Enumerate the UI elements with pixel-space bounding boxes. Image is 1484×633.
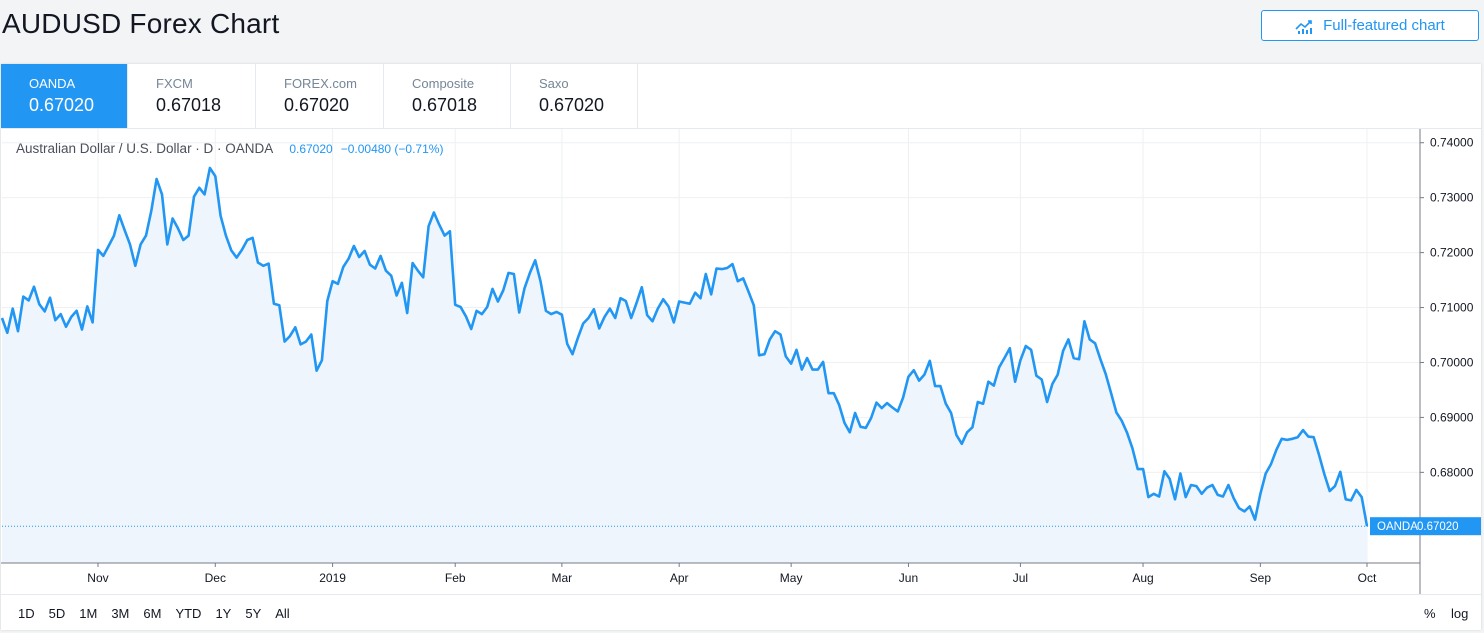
y-tick-label: 0.74000 [1430,136,1474,150]
tab-value: 0.67020 [284,95,350,115]
x-tick-label: Nov [87,571,108,585]
x-tick-label: Apr [670,571,689,585]
tab-value: 0.67020 [539,95,605,115]
full-featured-chart-label: Full-featured chart [1323,17,1445,34]
x-tick-label: Oct [1358,571,1377,585]
range-button-5y[interactable]: 5Y [245,606,262,621]
date-range-buttons: 1D 5D 1M 3M 6M YTD 1Y 5Y All [18,606,304,621]
tab-value: 0.67020 [29,95,95,115]
last-price-value-label: 0.67020 [1417,521,1459,533]
tab-forex-com[interactable]: FOREX.com 0.67020 [256,64,384,128]
range-button-ytd[interactable]: YTD [175,606,202,621]
x-tick-label: 2019 [319,571,346,585]
y-tick-label: 0.68000 [1430,465,1474,479]
tab-label: Saxo [539,76,569,91]
tab-composite[interactable]: Composite 0.67018 [384,64,511,128]
x-tick-label: Aug [1132,571,1153,585]
page-title: AUDUSD Forex Chart [2,8,280,39]
chart-widget: OANDA 0.67020 FXCM 0.67018 FOREX.com 0.6… [1,64,1481,630]
exchange-tabs: OANDA 0.67020 FXCM 0.67018 FOREX.com 0.6… [1,64,638,128]
range-button-1m[interactable]: 1M [79,606,98,621]
legend-change: −0.00480 (−0.71%) [340,142,444,156]
range-button-1y[interactable]: 1Y [215,606,232,621]
y-tick-label: 0.73000 [1430,191,1474,205]
tabs-divider [1,128,1481,129]
x-tick-label: May [780,571,803,585]
range-button-5d[interactable]: 5D [48,606,66,621]
legend-symbol: Australian Dollar / U.S. Dollar · D · OA… [16,141,274,156]
series-line-oanda [1,166,1369,527]
x-tick-label: Jul [1013,571,1028,585]
y-tick-label: 0.72000 [1430,246,1474,260]
x-tick-label: Dec [205,571,226,585]
tab-value: 0.67018 [156,95,222,115]
tab-saxo[interactable]: Saxo 0.67020 [511,64,638,128]
percent-scale-button[interactable]: % [1424,606,1436,621]
legend-price: 0.67020 [289,142,333,156]
y-tick-label: 0.69000 [1430,410,1474,424]
price-chart[interactable]: 0.74000 0.73000 0.72000 0.71000 0.70000 0.690… [1,129,1481,594]
y-tick-label: 0.71000 [1430,301,1474,315]
last-price-source-label: OANDA [1377,521,1418,533]
range-button-3m[interactable]: 3M [111,606,130,621]
bottom-toolbar: 1D 5D 1M 3M 6M YTD 1Y 5Y All % log [1,594,1481,627]
x-tick-label: Sep [1250,571,1272,585]
log-scale-button[interactable]: log [1451,606,1469,621]
tab-label: FXCM [156,76,193,91]
full-featured-chart-button[interactable]: Full-featured chart [1261,10,1479,41]
tab-label: FOREX.com [284,76,357,91]
range-button-6m[interactable]: 6M [143,606,162,621]
x-tick-label: Feb [445,571,466,585]
range-button-all[interactable]: All [275,606,290,621]
tab-label: OANDA [29,76,76,91]
chart-trend-icon [1295,19,1313,34]
chart-legend: Australian Dollar / U.S. Dollar · D · OA… [16,141,443,156]
x-tick-label: Mar [552,571,573,585]
tab-label: Composite [412,76,475,91]
last-price-badge [1370,517,1481,536]
tab-value: 0.67018 [412,95,478,115]
x-tick-label: Jun [899,571,918,585]
tab-oanda[interactable]: OANDA 0.67020 [1,64,128,128]
price-area [2,168,1367,563]
tab-fxcm[interactable]: FXCM 0.67018 [128,64,256,128]
y-tick-label: 0.70000 [1430,355,1474,369]
range-button-1d[interactable]: 1D [18,606,35,621]
